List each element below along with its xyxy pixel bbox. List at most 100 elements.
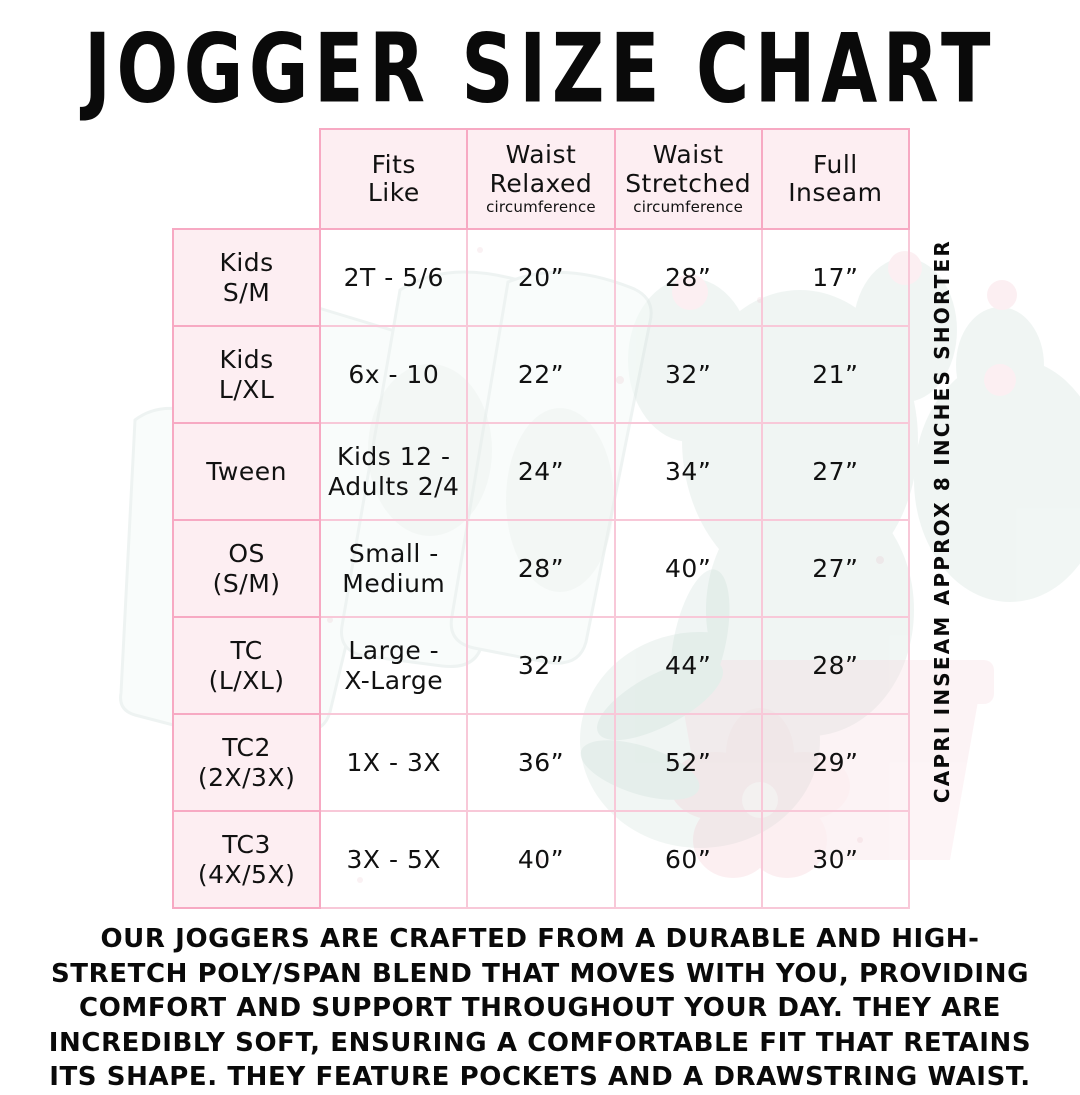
column-header-fits-like: Fits Like (319, 128, 469, 230)
cell-fits-like-0: 2T - 5/6 (319, 228, 469, 327)
row-header-size-1-line-1: Kids (219, 344, 274, 374)
row-header-size-0: Kids S/M (171, 228, 322, 327)
cell-waist-relaxed-5: 36” (466, 713, 616, 812)
cell-waist-relaxed-6-line-1: 40” (517, 844, 565, 874)
cell-waist-stretched-1: 32” (613, 325, 763, 424)
cell-full-inseam-6-line-1: 30” (812, 844, 859, 874)
row-header-size-4-line-2: (L/XL) (208, 665, 285, 695)
row-header-size-6-line-1: TC3 (222, 829, 271, 859)
cell-fits-like-6: 3X - 5X (319, 810, 469, 909)
cell-fits-like-1: 6x - 10 (319, 325, 469, 424)
row-header-size-3: OS (S/M) (171, 519, 322, 618)
row-header-size-4-line-1: TC (230, 635, 263, 665)
table-row: TC (L/XL) Large - X-Large 32” 44” 28” (171, 616, 910, 715)
row-header-size-2: Tween (171, 422, 322, 521)
cell-fits-like-4-line-2: X-Large (344, 665, 444, 695)
cell-fits-like-5-line-1: 1X - 3X (346, 747, 442, 777)
row-header-size-5: TC2 (2X/3X) (171, 713, 322, 812)
cell-fits-like-0-line-1: 2T - 5/6 (343, 262, 444, 292)
footer-description: OUR JOGGERS ARE CRAFTED FROM A DURABLE A… (48, 924, 1032, 1093)
header-subtext: circumference (486, 198, 596, 217)
column-header-full-inseam: Full Inseam (760, 128, 910, 230)
table-row: TC2 (2X/3X) 1X - 3X 36” 52” 29” (171, 713, 910, 812)
row-header-size-1: Kids L/XL (171, 325, 322, 424)
cell-fits-like-4: Large - X-Large (319, 616, 469, 715)
cell-waist-stretched-4-line-1: 44” (665, 650, 712, 680)
cell-fits-like-2: Kids 12 - Adults 2/4 (319, 422, 469, 521)
cell-waist-stretched-5: 52” (613, 713, 763, 812)
table-row: Kids L/XL 6x - 10 22” 32” 21” (171, 325, 910, 424)
cell-full-inseam-0-line-1: 17” (812, 262, 859, 292)
header-line-1: Waist (652, 140, 724, 170)
table-row: TC3 (4X/5X) 3X - 5X 40” 60” 30” (171, 810, 910, 909)
cell-fits-like-2-line-2: Adults 2/4 (328, 471, 460, 501)
cell-waist-relaxed-5-line-1: 36” (517, 747, 565, 777)
capri-inseam-note-text: CAPRI INSEAM APPROX 8 INCHES SHORTER (930, 238, 954, 804)
cell-waist-relaxed-3: 28” (466, 519, 616, 618)
cell-waist-relaxed-1-line-1: 22” (517, 359, 565, 389)
cell-fits-like-5: 1X - 3X (319, 713, 469, 812)
cell-waist-stretched-2-line-1: 34” (665, 456, 712, 486)
cell-waist-relaxed-1: 22” (466, 325, 616, 424)
cell-full-inseam-3-line-1: 27” (812, 553, 859, 583)
cell-waist-stretched-1-line-1: 32” (665, 359, 712, 389)
header-line-2: Relaxed (489, 168, 593, 198)
page-title: JOGGER SIZE CHART (83, 14, 997, 125)
size-chart-table: Fits Like Waist Relaxed circumference Wa… (171, 128, 910, 909)
row-header-size-3-line-1: OS (228, 538, 265, 568)
cell-waist-stretched-0-line-1: 28” (665, 262, 712, 292)
cell-full-inseam-2-line-1: 27” (812, 456, 859, 486)
cell-waist-stretched-3-line-1: 40” (665, 553, 712, 583)
cell-waist-stretched-6: 60” (613, 810, 763, 909)
cell-fits-like-3-line-1: Small - (348, 538, 439, 568)
cell-full-inseam-2: 27” (760, 422, 910, 521)
cell-fits-like-1-line-1: 6x - 10 (348, 359, 440, 389)
cell-waist-relaxed-3-line-1: 28” (517, 553, 565, 583)
header-subtext: circumference (633, 198, 744, 217)
row-header-size-0-line-2: S/M (222, 277, 271, 307)
row-header-size-2-line-1: Tween (206, 456, 287, 486)
cell-fits-like-2-line-1: Kids 12 - (337, 441, 451, 471)
table-row: OS (S/M) Small - Medium 28” 40” 27” (171, 519, 910, 618)
header-line-1: Waist (505, 140, 577, 170)
cell-fits-like-6-line-1: 3X - 5X (346, 844, 442, 874)
cell-waist-relaxed-4: 32” (466, 616, 616, 715)
header-line-1: Full (812, 149, 858, 179)
row-header-size-5-line-1: TC2 (222, 732, 271, 762)
cell-full-inseam-1-line-1: 21” (812, 359, 859, 389)
header-line-2: Inseam (788, 178, 883, 207)
corner-cell (173, 129, 320, 229)
row-header-size-6: TC3 (4X/5X) (171, 810, 322, 909)
cell-waist-relaxed-6: 40” (466, 810, 616, 909)
row-header-size-5-line-2: (2X/3X) (197, 762, 296, 792)
cell-waist-stretched-5-line-1: 52” (665, 747, 712, 777)
cell-waist-stretched-3: 40” (613, 519, 763, 618)
cell-waist-relaxed-2: 24” (466, 422, 616, 521)
cell-waist-relaxed-4-line-1: 32” (517, 650, 565, 680)
column-header-waist-stretched: Waist Stretched circumference (613, 128, 763, 230)
table-row: Tween Kids 12 - Adults 2/4 24” 34” 27” (171, 422, 910, 521)
cell-full-inseam-4: 28” (760, 616, 910, 715)
cell-full-inseam-4-line-1: 28” (812, 650, 859, 680)
capri-inseam-note: CAPRI INSEAM APPROX 8 INCHES SHORTER (930, 236, 954, 806)
cell-fits-like-4-line-1: Large - (348, 635, 440, 665)
cell-full-inseam-6: 30” (760, 810, 910, 909)
header-line-2: Stretched (625, 168, 752, 198)
cell-full-inseam-3: 27” (760, 519, 910, 618)
cell-waist-stretched-2: 34” (613, 422, 763, 521)
column-header-waist-relaxed: Waist Relaxed circumference (466, 128, 616, 230)
cell-waist-relaxed-0: 20” (466, 228, 616, 327)
cell-waist-stretched-6-line-1: 60” (665, 844, 712, 874)
row-header-size-3-line-2: (S/M) (212, 568, 281, 598)
cell-waist-stretched-4: 44” (613, 616, 763, 715)
cell-waist-relaxed-2-line-1: 24” (517, 456, 565, 486)
row-header-size-1-line-2: L/XL (218, 374, 275, 404)
cell-fits-like-3-line-2: Medium (342, 568, 446, 598)
table-row: Kids S/M 2T - 5/6 20” 28” 17” (171, 228, 910, 327)
table-header-row: Fits Like Waist Relaxed circumference Wa… (173, 128, 910, 230)
row-header-size-0-line-1: Kids (219, 247, 274, 277)
cell-full-inseam-5: 29” (760, 713, 910, 812)
row-header-size-4: TC (L/XL) (171, 616, 322, 715)
cell-waist-stretched-0: 28” (613, 228, 763, 327)
cell-waist-relaxed-0-line-1: 20” (517, 262, 565, 292)
